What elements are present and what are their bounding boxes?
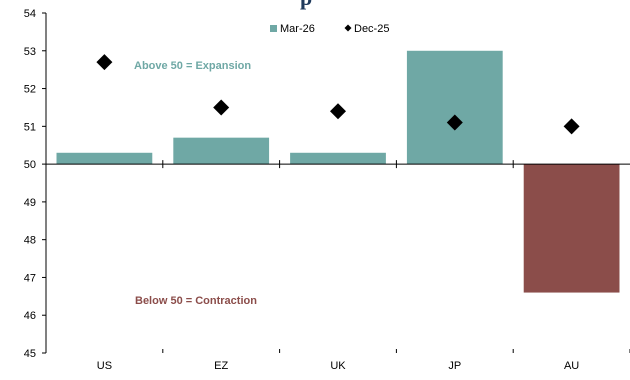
markers-layer — [96, 54, 580, 135]
annotation-contraction: Below 50 = Contraction — [135, 295, 257, 307]
x-tick-labels: US EZ UK JP AU — [97, 360, 580, 372]
y-tick-label: 50 — [24, 159, 36, 171]
chart-title-fragment: p — [300, 0, 312, 10]
marker-ez — [213, 99, 230, 116]
marker-us — [96, 54, 113, 71]
bar-ez — [173, 137, 270, 165]
legend-label-dec-25: Dec-25 — [354, 23, 389, 35]
legend-label-mar-26: Mar-26 — [280, 23, 315, 35]
y-tick-label: 49 — [24, 197, 36, 209]
legend: Mar-26 Dec-25 — [270, 23, 389, 35]
x-tick-label: UK — [330, 360, 346, 372]
y-tick-label: 47 — [24, 272, 36, 284]
y-tick-label: 52 — [24, 84, 36, 96]
marker-jp — [446, 114, 463, 131]
y-tick-label: 51 — [24, 121, 36, 133]
bars-layer — [56, 50, 620, 293]
y-tick-label: 45 — [24, 348, 36, 360]
legend-swatch-mar-26 — [270, 25, 277, 32]
y-tick-labels: 45 46 47 48 49 50 51 52 53 54 — [24, 8, 36, 360]
x-tick-label: JP — [448, 360, 461, 372]
legend-swatch-dec-25 — [344, 24, 352, 32]
axis-layer — [42, 12, 630, 354]
bar-jp — [406, 50, 503, 165]
y-tick-label: 53 — [24, 46, 36, 58]
annotation-expansion: Above 50 = Expansion — [134, 60, 251, 72]
x-tick-label: EZ — [214, 360, 228, 372]
marker-uk — [330, 103, 346, 120]
y-tick-label: 46 — [24, 310, 36, 322]
bar-au — [523, 164, 620, 293]
x-tick-label: US — [97, 360, 112, 372]
bar-uk — [290, 152, 386, 165]
bar-us — [56, 152, 153, 165]
marker-au — [563, 118, 580, 135]
y-tick-label: 48 — [24, 235, 36, 247]
y-tick-label: 54 — [24, 8, 36, 20]
x-tick-label: AU — [564, 360, 579, 372]
